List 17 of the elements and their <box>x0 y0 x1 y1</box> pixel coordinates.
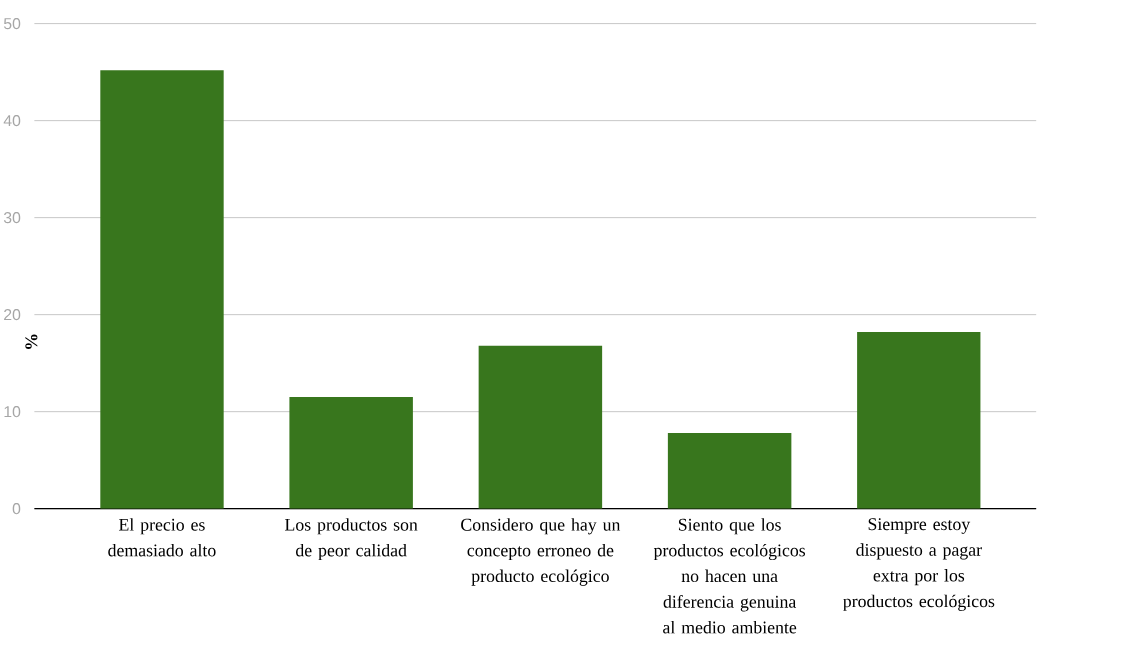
y-tick-label: 50 <box>3 18 21 30</box>
bar <box>667 433 792 509</box>
y-tick-label: 20 <box>4 309 21 321</box>
x-tick-label: Considero que hay un concepto erroneo de producto ecológico <box>461 518 621 586</box>
x-tick-label: Siento que los productos ecológicos no hacen una diferencia genuina al medio ambiente <box>653 518 806 634</box>
y-tick-label: 30 <box>3 212 21 224</box>
x-tick-label: Los productos son de peor calidad <box>284 518 418 561</box>
bar <box>289 397 413 509</box>
x-tick-label: El precio es demasiado alto <box>108 518 216 557</box>
y-axis-title: % <box>25 334 38 349</box>
x-tick-label: Siempre estoy dispuesto a pagar extra por los productos ecológicos <box>843 518 995 611</box>
bar <box>478 345 603 509</box>
y-tick-label: 0 <box>12 503 21 515</box>
y-tick-label: 40 <box>3 115 21 127</box>
bar <box>100 70 224 509</box>
bar <box>857 332 981 509</box>
y-tick-label: 10 <box>4 406 21 418</box>
